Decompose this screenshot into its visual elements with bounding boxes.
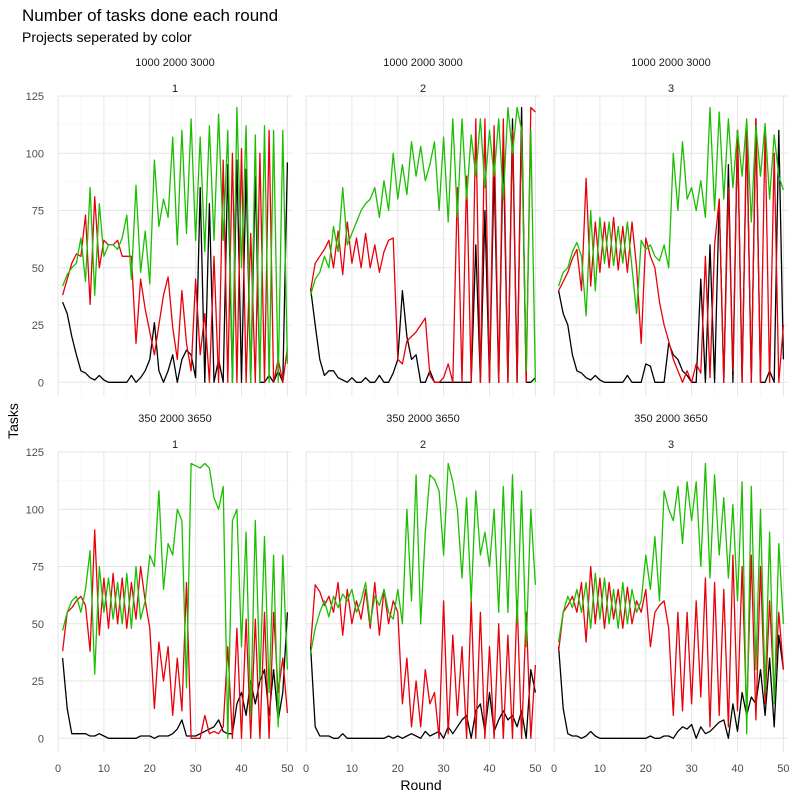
- series-line-1: [557, 118, 785, 383]
- x-tick-label: 10: [98, 763, 110, 775]
- strip-label: 1: [172, 83, 178, 95]
- x-tick-label: 40: [235, 763, 247, 775]
- series-line-1: [557, 634, 785, 739]
- y-tick-label: 50: [32, 619, 44, 631]
- series-line-3: [61, 462, 289, 739]
- series-line-3: [557, 462, 785, 735]
- series-line-2: [309, 106, 536, 383]
- series-line-1: [309, 646, 537, 739]
- x-tick-label: 40: [731, 763, 743, 775]
- x-tick-label: 30: [686, 763, 698, 775]
- x-tick-label: 0: [303, 763, 309, 775]
- x-tick-label: 50: [281, 763, 293, 775]
- x-tick-label: 30: [190, 763, 202, 775]
- x-tick-label: 50: [529, 763, 541, 775]
- strip-label: 1: [172, 439, 178, 451]
- x-tick-label: 20: [392, 763, 404, 775]
- y-tick-label: 75: [32, 562, 44, 574]
- x-tick-label: 0: [551, 763, 557, 775]
- x-tick-label: 20: [144, 763, 156, 775]
- strip-label: 350 2000 3650: [386, 413, 459, 425]
- y-tick-label: 125: [26, 447, 44, 459]
- series-line-2: [61, 529, 289, 739]
- strip-label: 1000 2000 3000: [135, 57, 215, 69]
- x-tick-label: 50: [777, 763, 789, 775]
- series-line-3: [557, 106, 785, 317]
- strip-label: 1000 2000 3000: [631, 57, 711, 69]
- chart-title: Number of tasks done each round: [22, 6, 278, 25]
- strip-label: 350 2000 3650: [634, 413, 707, 425]
- y-tick-label: 100: [26, 504, 44, 516]
- strip-label: 1000 2000 3000: [383, 57, 463, 69]
- chart-subtitle: Projects seperated by color: [22, 29, 192, 45]
- series-line-3: [61, 106, 289, 383]
- y-tick-label: 75: [32, 206, 44, 218]
- strip-label: 2: [420, 439, 426, 451]
- strip-label: 3: [668, 439, 674, 451]
- series-line-3: [309, 106, 537, 383]
- strip-label: 2: [420, 83, 426, 95]
- y-tick-label: 25: [32, 676, 44, 688]
- series-line-2: [61, 129, 289, 383]
- x-tick-label: 40: [483, 763, 495, 775]
- strip-label: 350 2000 3650: [138, 413, 211, 425]
- x-axis-title: Round: [400, 777, 441, 793]
- series-line-3: [309, 462, 537, 654]
- x-tick-label: 20: [640, 763, 652, 775]
- x-tick-label: 10: [346, 763, 358, 775]
- y-tick-label: 100: [26, 148, 44, 160]
- x-tick-label: 10: [594, 763, 606, 775]
- panel-3: 1000 2000 3000 3: [553, 57, 788, 396]
- x-tick-label: 30: [438, 763, 450, 775]
- series-line-2: [558, 118, 785, 383]
- y-tick-label: 0: [38, 733, 44, 745]
- panel-1: 1000 2000 3000 1 0 25 50 75 100 125: [26, 57, 292, 396]
- panel-2: 1000 2000 3000 2: [305, 57, 540, 396]
- series-line-2: [309, 581, 537, 739]
- y-tick-label: 0: [38, 377, 44, 389]
- y-tick-label: 25: [32, 320, 44, 332]
- x-tick-label: 0: [55, 763, 61, 775]
- strip-label: 3: [668, 83, 674, 95]
- y-tick-label: 50: [32, 263, 44, 275]
- y-axis-title: Tasks: [5, 403, 21, 439]
- y-tick-label: 125: [26, 91, 44, 103]
